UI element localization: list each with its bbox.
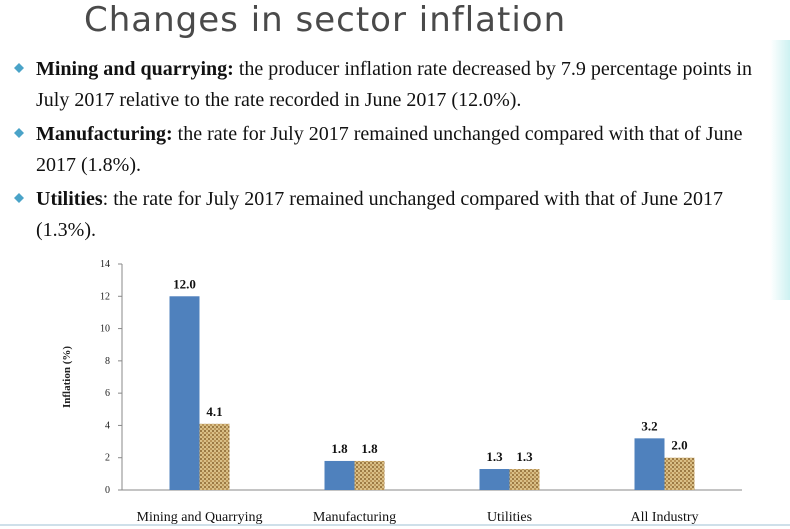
y-tick-label: 12 xyxy=(100,291,110,302)
data-label: 12.0 xyxy=(173,276,196,291)
bullet-mining: Mining and quarrying: the producer infla… xyxy=(12,54,782,116)
bullet-list: Mining and quarrying: the producer infla… xyxy=(12,54,782,249)
x-category-label: All Industry xyxy=(630,510,698,525)
y-tick-label: 0 xyxy=(105,485,110,496)
bar-series-1 xyxy=(479,469,510,490)
data-label: 2.0 xyxy=(671,438,687,453)
data-label: 4.1 xyxy=(206,404,222,419)
x-category-label: Manufacturing xyxy=(313,510,396,525)
diamond-bullet-icon xyxy=(14,128,24,138)
bar-series-2 xyxy=(664,457,695,490)
data-label: 1.8 xyxy=(361,441,378,456)
data-label: 3.2 xyxy=(641,418,657,433)
y-axis-title: Inflation (%) xyxy=(61,346,73,408)
bullet-term: Utilities xyxy=(36,188,103,210)
inflation-bar-chart: 0 2 4 6 8 10 12 14 Inflation (%) 12.0 4.1 Mining an… xyxy=(61,259,742,525)
data-label: 1.8 xyxy=(331,441,348,456)
bar-series-1 xyxy=(324,460,355,490)
y-tick-label: 2 xyxy=(105,453,110,464)
x-category-label: Mining and Quarrying xyxy=(137,510,263,525)
bullet-text: the producer inflation rate decreased by… xyxy=(36,58,752,111)
slide-title: Changes in sector inflation xyxy=(84,0,567,40)
y-tick-label: 14 xyxy=(100,259,110,270)
bullet-term: Mining and quarrying: xyxy=(36,58,234,80)
footer-divider xyxy=(0,524,790,526)
x-category-label: Utilities xyxy=(487,510,532,525)
bar-series-2 xyxy=(199,423,230,490)
decorative-accent xyxy=(770,40,790,300)
bullet-term: Manufacturing: xyxy=(36,123,173,145)
bullet-utilities: Utilities: the rate for July 2017 remain… xyxy=(12,184,782,246)
bar-series-2 xyxy=(354,460,385,490)
bullet-text: the rate for July 2017 remained unchange… xyxy=(36,123,743,176)
data-label: 1.3 xyxy=(516,449,533,464)
diamond-bullet-icon xyxy=(14,63,24,73)
data-label: 1.3 xyxy=(486,449,503,464)
bar-series-2 xyxy=(509,469,540,490)
y-tick-label: 4 xyxy=(105,420,110,431)
y-tick-label: 6 xyxy=(105,388,110,399)
bar-series-1 xyxy=(169,296,200,490)
y-tick-label: 8 xyxy=(105,356,110,367)
bullet-text: : the rate for July 2017 remained unchan… xyxy=(36,188,724,241)
y-tick-label: 10 xyxy=(100,324,110,335)
bullet-manufacturing: Manufacturing: the rate for July 2017 re… xyxy=(12,119,782,181)
diamond-bullet-icon xyxy=(14,193,24,203)
bar-series-1 xyxy=(634,438,665,490)
